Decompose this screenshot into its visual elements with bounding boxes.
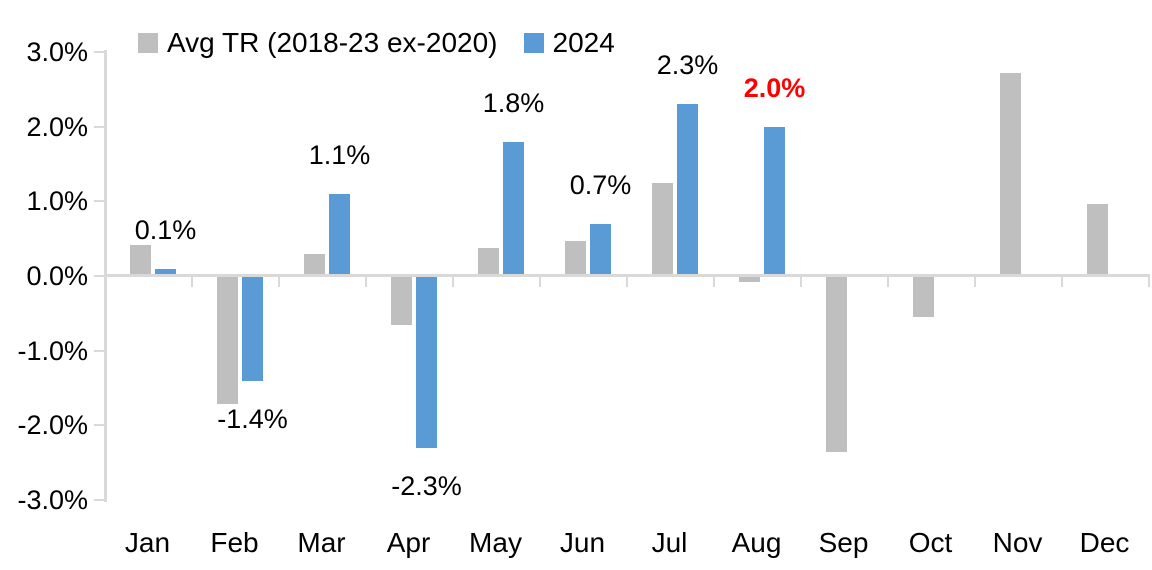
y-axis-label--1.0%: -1.0% [17,335,88,366]
bar-2024-apr [416,276,437,448]
data-label-apr: -2.3% [391,470,462,501]
bar-avg-oct [913,276,934,318]
x-axis-tick [104,277,106,287]
bar-avg-dec [1087,203,1108,276]
bar-2024-mar [329,193,350,276]
bar-2024-jan [155,268,176,276]
bar-2024-may [503,141,524,276]
data-label-jan: 0.1% [134,214,197,245]
bar-avg-nov [1000,72,1021,276]
y-axis-label-0.0%: 0.0% [26,261,88,291]
bar-avg-mar [304,253,325,276]
data-label-aug: 2.0% [743,72,806,103]
y-axis-tick [94,349,104,352]
data-label-jul: 2.3% [656,50,719,81]
x-axis-tick [974,277,976,287]
x-axis-label-nov: Nov [992,527,1043,558]
bar-avg-may [478,247,499,276]
x-axis-tick [452,277,454,287]
chart-legend: Avg TR (2018-23 ex-2020) 2024 [138,29,615,57]
bar-avg-aug [739,276,760,282]
y-axis-tick [94,424,104,427]
y-axis-tick [94,125,104,128]
x-axis-label-jun: Jun [559,527,606,558]
bar-2024-feb [242,276,263,381]
legend-item-2024: 2024 [523,27,615,58]
bar-avg-jun [565,240,586,276]
legend-swatch-2024 [523,33,544,53]
x-axis-label-apr: Apr [386,527,431,558]
legend-item-avg-tr: Avg TR (2018-23 ex-2020) [138,29,498,57]
bar-avg-sep [826,276,847,452]
y-axis-label-3.0%: 3.0% [26,36,88,67]
x-axis-label-aug: Aug [731,527,782,558]
legend-label-avg-tr: Avg TR (2018-23 ex-2020) [167,27,498,58]
x-axis-label-dec: Dec [1079,527,1130,558]
x-axis-label-sep: Sep [818,527,869,558]
legend-label-2024: 2024 [552,27,615,58]
data-label-feb: -1.4% [217,403,288,434]
y-axis-tick [94,499,104,502]
x-axis-label-oct: Oct [908,527,953,558]
x-axis-tick [365,277,367,287]
bar-avg-jul [652,182,673,276]
y-axis-tick [94,200,104,203]
y-axis-label-1.0%: 1.0% [26,186,88,217]
x-axis-tick [539,277,541,287]
x-axis-label-jul: Jul [651,527,688,558]
x-axis-tick [191,277,193,287]
x-axis-tick [887,277,889,287]
bar-2024-jul [677,104,698,276]
x-axis-tick [278,277,280,287]
x-axis-tick [713,277,715,287]
y-axis-label--2.0%: -2.0% [17,410,88,441]
x-axis-tick [1061,277,1063,287]
x-axis-tick [1148,277,1150,287]
bar-2024-jun [590,223,611,276]
y-axis-tick [94,50,104,53]
data-label-jun: 0.7% [569,169,632,200]
x-axis-tick [800,277,802,287]
y-axis-label--3.0%: -3.0% [17,485,88,516]
bar-avg-feb [217,276,238,405]
y-axis-tick [94,275,104,277]
x-axis-label-mar: Mar [297,527,346,558]
bar-2024-aug [764,126,785,276]
data-label-may: 1.8% [482,87,545,118]
x-axis-label-jan: Jan [124,527,171,558]
x-axis-tick [626,277,628,287]
bar-avg-jan [130,244,151,276]
y-axis-label-2.0%: 2.0% [26,111,88,142]
data-label-mar: 1.1% [308,139,371,170]
x-axis-label-feb: Feb [210,527,259,558]
legend-swatch-avg-tr [138,33,158,53]
x-axis-label-may: May [469,527,522,558]
bar-avg-apr [391,276,412,325]
x-axis-baseline [104,274,1150,277]
